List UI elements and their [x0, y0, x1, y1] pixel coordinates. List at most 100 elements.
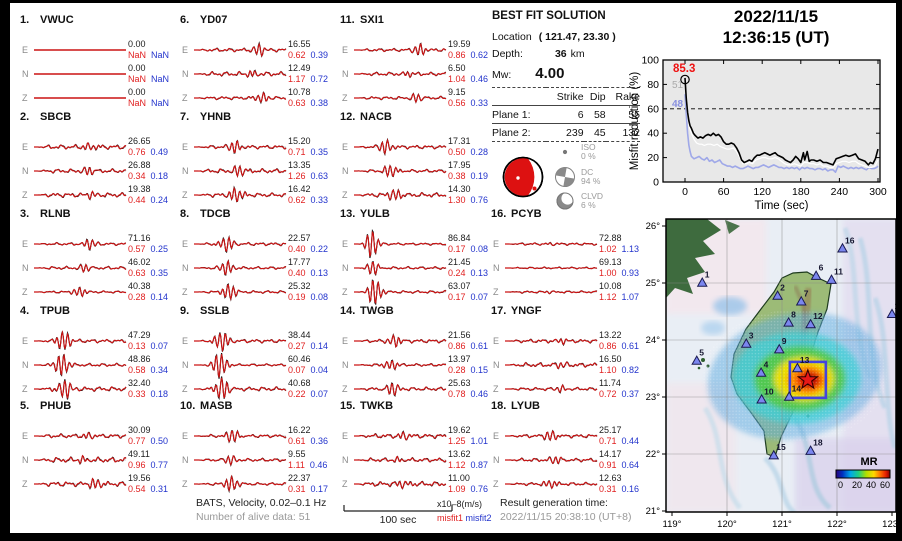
plane1-rake: 55 [605, 105, 640, 124]
plane1-row: Plane 1: 6 58 55 [492, 105, 640, 124]
map-station-number-8: 8 [791, 309, 796, 319]
location-value: ( 121.47, 23.30 ) [538, 31, 616, 43]
misfit1-value: 0.86 [448, 49, 466, 60]
waveform-SXI1-Z [354, 92, 447, 104]
trace-row-Z: Z 40.38 0.28 0.14 [20, 280, 178, 304]
component-label: E [22, 45, 29, 55]
misfit1-value: 1.04 [448, 73, 466, 84]
misfit2-value: 0.62 [470, 49, 489, 60]
svg-text:40: 40 [647, 128, 659, 140]
trace-values: 19.56 0.54 0.31 [128, 473, 178, 494]
misfit2-value: 0.13 [470, 267, 489, 278]
component-label: E [182, 239, 189, 249]
trace-row-Z: Z 22.37 0.31 0.17 [180, 472, 338, 496]
misfit2-value: 0.18 [150, 170, 169, 181]
dc-row: DC 94 % [552, 165, 644, 189]
result-time-value: 2022/11/15 20:38:10 (UT+8) [500, 511, 632, 523]
waveform-YNGF-E [505, 337, 598, 347]
station-header: 4. TPUB [20, 305, 70, 317]
plane2-label: Plane 2: [492, 123, 546, 142]
svg-text:0: 0 [682, 186, 688, 198]
map-station-number-9: 9 [782, 336, 787, 346]
component-label: E [493, 336, 500, 346]
map-station-number-12: 12 [813, 311, 823, 321]
amplitude-value: 19.59 [448, 39, 471, 49]
map-station-marker-15 [768, 449, 780, 460]
component-label: E [182, 336, 189, 346]
waveform-SSLB-E [194, 332, 287, 353]
plane1-dip: 58 [583, 105, 606, 124]
trace-values: 13.22 0.86 0.61 [599, 330, 649, 351]
misfit2-value: 0.64 [621, 459, 640, 470]
amplitude-value: 13.97 [448, 354, 471, 364]
map-station-number-3: 3 [749, 330, 754, 340]
scalebar-label: 100 sec [379, 514, 417, 526]
trace-row-Z: Z 40.68 0.22 0.07 [180, 376, 338, 401]
misfit1-value: 0.31 [288, 483, 306, 494]
trace-values: 86.84 0.17 0.08 [448, 233, 498, 254]
trace-values: 9.55 1.11 0.46 [288, 449, 338, 470]
misfit1-value: 1.10 [599, 364, 617, 375]
waveform-TWKB-N [354, 455, 447, 463]
misfit1-value: 0.22 [288, 388, 306, 399]
misfit1-value: 0.62 [288, 49, 306, 60]
time-scalebar [343, 505, 453, 512]
misfit2-value: 0.15 [470, 364, 489, 375]
waveform-VWUC-Z [34, 97, 126, 99]
amplitude-value: 6.50 [448, 63, 466, 73]
waveform-MASB-E [194, 429, 287, 444]
misfit1-value: NaN [128, 73, 147, 84]
trace-values: 38.44 0.27 0.14 [288, 330, 338, 351]
iso-name: ISO [581, 141, 596, 152]
station-block-YNGF: 17. YNGF E 13.22 0.86 0.61 N 16.50 1.10 0.82 Z 11.… [491, 305, 649, 401]
waveform-TWGB-N [354, 359, 447, 371]
misfit2-value: 0.46 [470, 388, 489, 399]
misfit2-value: NaN [151, 73, 170, 84]
trace-row-N: N 13.97 0.28 0.15 [340, 353, 498, 377]
map-station-number-1: 1 [705, 270, 710, 280]
map-station-number-15: 15 [776, 442, 786, 452]
clvd-name: CLVD [581, 190, 604, 201]
trace-values: 21.56 0.86 0.61 [448, 330, 498, 351]
component-label: E [22, 239, 29, 249]
misfit2-value: 0.35 [150, 267, 169, 278]
misfit1-value: 0.19 [288, 291, 306, 302]
waveform-TWKB-Z [354, 480, 447, 490]
map-station-marker-13 [791, 362, 803, 373]
station-block-SXI1: 11. SXI1 E 19.59 0.86 0.62 N 6.50 1.04 0.46 Z 9.15… [340, 14, 498, 110]
misfit1-legend-label: misfit1 [437, 513, 464, 523]
component-label: Z [493, 287, 499, 297]
waveform-SSLB-Z [194, 376, 287, 401]
misfit1-value: 0.71 [599, 435, 617, 446]
waveform-TPUB-N [34, 353, 127, 377]
trace-row-Z: Z 25.63 0.78 0.46 [340, 377, 498, 401]
component-label: Z [22, 479, 28, 489]
trace-values: 40.38 0.28 0.14 [128, 281, 178, 302]
map-station-marker-17 [886, 308, 896, 319]
map-station-number-18: 18 [813, 438, 823, 448]
trace-row-Z: Z 16.42 0.62 0.33 [180, 183, 338, 207]
waveform-SBCB-Z [34, 190, 127, 201]
misfit1-value: 0.17 [448, 291, 466, 302]
misfit2-value: 0.33 [470, 97, 489, 108]
waveform-TDCB-Z [194, 283, 287, 302]
trace-row-E: E 47.29 0.13 0.07 [20, 329, 178, 353]
clvd-pct: 6 % [581, 200, 596, 210]
trace-values: 22.57 0.40 0.22 [288, 233, 338, 254]
amplitude-value: 16.55 [288, 39, 311, 49]
trace-row-E: E 0.00 NaN NaN [20, 38, 178, 62]
filter-info: BATS, Velocity, 0.02–0.1 Hz [196, 497, 327, 509]
trace-values: 17.31 0.50 0.28 [448, 136, 498, 157]
misfit1-value: 0.40 [288, 267, 306, 278]
component-label: Z [22, 93, 28, 103]
svg-text:60: 60 [880, 480, 890, 490]
station-header: 15. TWKB [340, 400, 394, 412]
component-label: Z [182, 93, 188, 103]
rake-header: Rake [605, 87, 640, 106]
station-header: 2. SBCB [20, 111, 72, 123]
map-station-marker-5 [691, 355, 703, 365]
station-block-TWKB: 15. TWKB E 19.62 1.25 1.01 N 13.62 1.12 0.87 Z 11.… [340, 400, 498, 496]
trace-values: 16.50 1.10 0.82 [599, 354, 649, 375]
misfit1-value: 1.17 [288, 73, 306, 84]
amplitude-value: 21.56 [448, 330, 471, 340]
